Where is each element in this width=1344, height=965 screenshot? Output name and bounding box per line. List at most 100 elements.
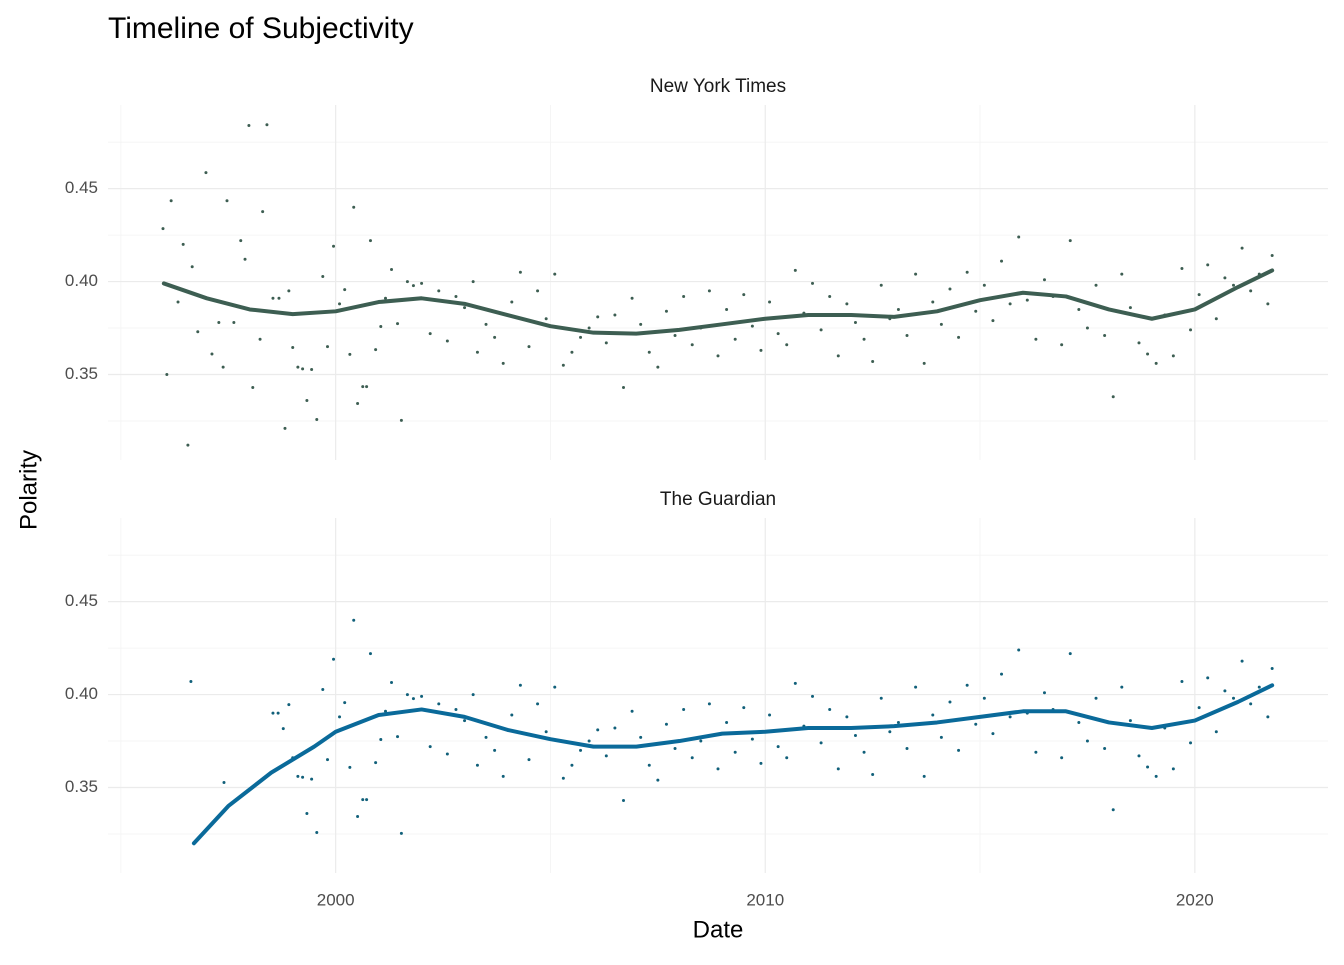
data-point [210,352,214,356]
data-point [276,711,280,715]
data-point [332,657,336,661]
data-point [888,730,892,734]
data-point [664,309,668,313]
data-point [922,774,926,778]
data-point [1128,306,1132,310]
data-point [1008,302,1012,306]
data-point [463,306,467,310]
x-tick-label: 2020 [1176,890,1214,909]
data-point [811,281,815,285]
data-point [338,715,342,719]
data-point [277,296,281,300]
data-point [699,739,703,743]
data-point [1008,715,1012,719]
data-point [639,735,643,739]
data-point [251,386,255,390]
data-point [922,361,926,365]
data-point [296,774,300,778]
data-point [1171,354,1175,358]
data-point [176,300,180,304]
data-point [484,322,488,326]
data-point [343,288,347,292]
data-point [819,741,823,745]
data-point [1111,395,1115,399]
data-point [733,750,737,754]
data-point [768,300,772,304]
data-point [982,283,986,287]
data-point [725,720,729,724]
x-tick-label: 2000 [317,890,355,909]
data-point [1120,685,1124,689]
data-point [1206,263,1210,267]
data-point [793,268,797,272]
data-point [471,280,475,284]
data-point [536,702,540,706]
data-point [217,320,221,324]
data-point [356,814,360,818]
data-point [621,799,625,803]
data-point [965,270,969,274]
data-point [396,735,400,739]
data-point [399,831,403,835]
data-point [664,722,668,726]
data-point [656,778,660,782]
y-tick-label: 0.45 [65,591,98,610]
data-point [750,324,754,328]
data-point [437,702,441,706]
data-point [165,373,169,377]
data-point [1137,754,1141,758]
data-point [1060,756,1064,760]
data-point [1000,672,1004,676]
data-point [656,365,660,369]
data-point [493,335,497,339]
data-point [561,776,565,780]
data-point [1180,267,1184,271]
data-point [301,367,305,371]
data-point [321,275,325,279]
data-point [247,123,251,127]
data-point [836,354,840,358]
data-point [1137,341,1141,345]
data-point [785,756,789,760]
data-point [265,123,269,127]
data-point [759,761,763,765]
data-point [879,696,883,700]
data-point [579,748,583,752]
data-point [326,345,330,349]
data-point [896,720,900,724]
data-point [428,745,432,749]
data-point [673,333,677,337]
facet-label: New York Times [650,76,786,97]
data-point [1128,719,1132,723]
data-point [819,328,823,332]
data-point [768,713,772,717]
data-point [828,294,832,298]
data-point [527,345,531,349]
data-point [368,239,372,243]
data-point [750,737,754,741]
data-point [484,735,488,739]
data-point [853,320,857,324]
data-point [475,350,479,354]
data-point [493,748,497,752]
data-point [287,703,291,707]
data-point [315,417,319,421]
data-point [475,763,479,767]
data-point [1077,720,1081,724]
data-point [536,289,540,293]
data-point [1206,676,1210,680]
data-point [305,812,309,816]
data-point [384,296,388,300]
data-point [510,713,514,717]
data-point [991,732,995,736]
data-point [471,693,475,697]
data-point [343,701,347,705]
data-point [315,830,319,834]
data-point [716,767,720,771]
data-point [283,426,287,430]
data-point [1171,767,1175,771]
y-tick-label: 0.40 [65,271,98,290]
data-point [1068,239,1072,243]
data-point [310,777,314,781]
data-point [396,322,400,326]
